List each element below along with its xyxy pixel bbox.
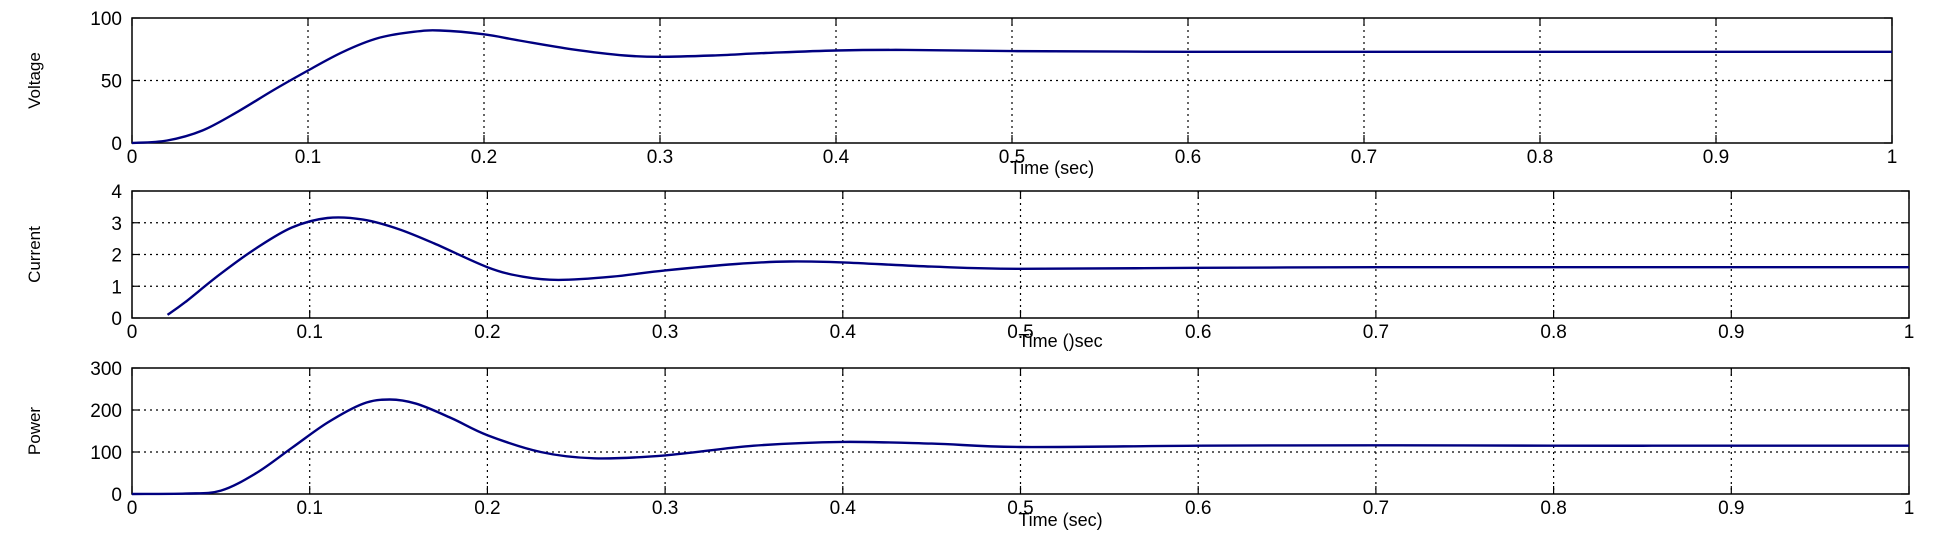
voltage-y-axis-label: Voltage (25, 52, 44, 109)
power-x-tick-label: 0.9 (1718, 498, 1744, 519)
voltage-x-axis-label: Time (sec) (1010, 158, 1094, 178)
voltage-x-tick-label: 0.2 (471, 147, 497, 168)
voltage-series-line (131, 29, 1892, 145)
current-x-tick-label: 0.5 (1007, 322, 1033, 343)
current-x-axis-label: Time ()sec (1018, 331, 1102, 351)
power-x-tick-label: 0 (127, 498, 138, 519)
power-x-tick-label: 0.3 (652, 498, 678, 519)
power-y-tick-label: 200 (90, 401, 122, 422)
current-x-tick-label: 0.6 (1185, 322, 1211, 343)
current-y-tick-label: 4 (111, 182, 122, 203)
current-y-tick-label: 0 (111, 309, 122, 330)
voltage-x-tick-label: 0.3 (647, 147, 673, 168)
power-series-line (131, 398, 1909, 496)
voltage-y-tick-label: 50 (101, 72, 122, 93)
voltage-x-tick-label: 0.7 (1351, 147, 1377, 168)
power-y-tick-label: 300 (90, 359, 122, 380)
power-x-tick-label: 0.6 (1185, 498, 1211, 519)
power-x-tick-label: 0.2 (474, 498, 500, 519)
current-y-tick-label: 1 (111, 277, 122, 298)
current-x-tick-label: 0 (127, 322, 138, 343)
power-panel: 0 0.1 0.2 0.3 0.4 0.5 0.6 0.7 0.8 0.9 1 0 100 200 300 T… (25, 359, 1914, 530)
power-x-tick-label: 0.7 (1363, 498, 1389, 519)
power-y-axis-label: Power (25, 407, 44, 456)
current-panel: 0 0.1 0.2 0.3 0.4 0.5 0.6 0.7 0.8 0.9 1 0 1 2 3 4 Time (… (25, 182, 1914, 351)
current-y-tick-label: 3 (111, 214, 122, 235)
current-x-tick-label: 0.9 (1718, 322, 1744, 343)
voltage-x-tick-label: 0.1 (295, 147, 321, 168)
current-y-tick-label: 2 (111, 246, 122, 267)
current-x-tick-label: 0.8 (1540, 322, 1566, 343)
current-x-tick-label: 0.3 (652, 322, 678, 343)
current-x-tick-label: 1 (1904, 322, 1915, 343)
voltage-x-tick-label: 0.8 (1527, 147, 1553, 168)
current-x-tick-label: 0.2 (474, 322, 500, 343)
current-y-axis-label: Current (25, 226, 44, 283)
current-series-line (166, 216, 1909, 316)
current-x-tick-label: 0.7 (1363, 322, 1389, 343)
power-y-tick-label: 100 (90, 443, 122, 464)
power-x-tick-label: 0.8 (1540, 498, 1566, 519)
voltage-panel: 0 0.1 0.2 0.3 0.4 0.5 0.6 0.7 0.8 0.9 1 0 50 100 Time … (25, 9, 1897, 178)
voltage-x-tick-label: 0 (127, 147, 138, 168)
voltage-x-tick-label: 0.9 (1703, 147, 1729, 168)
power-x-tick-label: 0.5 (1007, 498, 1033, 519)
voltage-x-tick-label: 0.6 (1175, 147, 1201, 168)
voltage-x-tick-label: 0.4 (823, 147, 850, 168)
voltage-x-tick-label: 0.5 (999, 147, 1025, 168)
power-x-tick-label: 0.4 (830, 498, 857, 519)
power-x-tick-label: 0.1 (296, 498, 322, 519)
power-y-tick-label: 0 (111, 485, 122, 506)
current-x-tick-label: 0.1 (296, 322, 322, 343)
voltage-y-tick-label: 100 (90, 9, 122, 30)
voltage-y-tick-label: 0 (111, 134, 122, 155)
power-x-tick-label: 1 (1904, 498, 1915, 519)
power-x-axis-label: Time (sec) (1018, 510, 1102, 530)
current-x-tick-label: 0.4 (830, 322, 857, 343)
voltage-x-tick-label: 1 (1887, 147, 1898, 168)
